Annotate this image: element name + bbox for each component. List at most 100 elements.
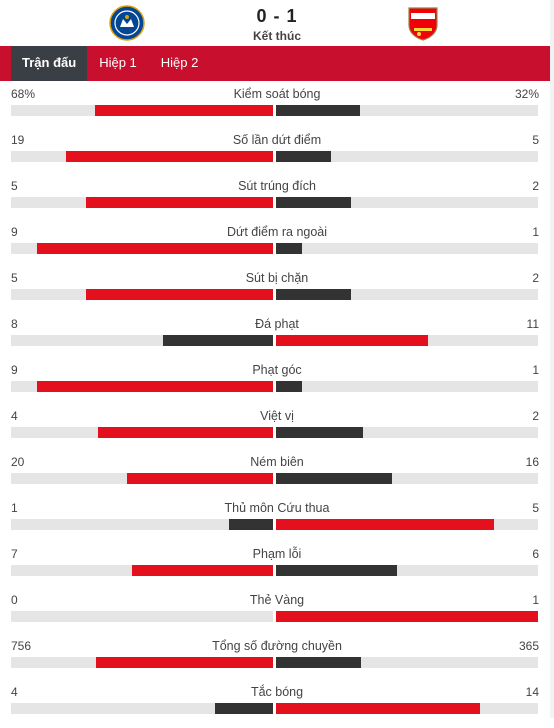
stat-name: Thủ môn Cứu thua	[224, 501, 330, 515]
home-stat-value: 5	[11, 179, 18, 193]
away-stat-track	[276, 611, 538, 622]
tab-first-half[interactable]: Hiệp 1	[99, 55, 137, 70]
away-stat-value: 2	[532, 179, 539, 193]
away-stat-bar	[276, 427, 364, 438]
away-stat-bar	[276, 335, 428, 346]
stat-name: Ném biên	[250, 455, 304, 469]
tab-second-half[interactable]: Hiệp 2	[160, 55, 199, 70]
stat-name: Sút trúng đích	[238, 179, 316, 193]
home-stat-track	[11, 243, 273, 254]
match-header: 0 - 1 Kết thúc	[0, 0, 554, 46]
home-stat-bar	[229, 519, 273, 530]
home-stat-value: 9	[11, 225, 18, 239]
away-stat-value: 1	[532, 225, 539, 239]
home-stat-track	[11, 335, 273, 346]
stat-row: 8 Đá phạt 11	[0, 314, 554, 360]
away-stat-bar	[276, 151, 331, 162]
home-stat-value: 8	[11, 317, 18, 331]
home-stat-value: 9	[11, 363, 18, 377]
stat-row: 756 Tổng số đường chuyền 365	[0, 636, 554, 682]
stat-name: Kiểm soát bóng	[233, 87, 321, 101]
stat-row: 5 Sút bị chặn 2	[0, 268, 554, 314]
stat-name: Việt vị	[260, 409, 294, 423]
away-stat-bar	[276, 565, 397, 576]
stat-row: 19 Số lần dứt điểm 5	[0, 130, 554, 176]
away-stat-track	[276, 105, 538, 116]
stat-row: 9 Dứt điểm ra ngoài 1	[0, 222, 554, 268]
home-stat-bar	[214, 703, 273, 714]
away-stat-track	[276, 335, 538, 346]
away-stat-value: 6	[532, 547, 539, 561]
stat-name: Dứt điểm ra ngoài	[226, 225, 328, 239]
home-stat-track	[11, 473, 273, 484]
away-stat-bar	[276, 519, 495, 530]
stat-name: Sút bị chặn	[245, 271, 309, 285]
stat-row: 0 Thẻ Vàng 1	[0, 590, 554, 636]
home-stat-track	[11, 151, 273, 162]
away-stat-track	[276, 243, 538, 254]
home-stat-value: 19	[11, 133, 25, 147]
home-stat-value: 4	[11, 685, 18, 699]
home-stat-value: 20	[11, 455, 25, 469]
away-stat-value: 11	[526, 317, 539, 331]
stat-row: 1 Thủ môn Cứu thua 5	[0, 498, 554, 544]
home-stat-track	[11, 427, 273, 438]
home-stat-track	[11, 381, 273, 392]
home-stat-bar	[94, 105, 273, 116]
stat-row: 5 Sút trúng đích 2	[0, 176, 554, 222]
stat-name: Số lần dứt điểm	[232, 133, 322, 147]
away-stat-bar	[276, 243, 303, 254]
away-stat-track	[276, 381, 538, 392]
stat-row: 9 Phạt góc 1	[0, 360, 554, 406]
period-tabs: Trận đấu Hiệp 1 Hiệp 2	[0, 46, 550, 81]
away-stat-track	[276, 151, 538, 162]
away-stat-value: 2	[532, 409, 539, 423]
home-stat-value: 7	[11, 547, 18, 561]
home-stat-value: 4	[11, 409, 18, 423]
away-stat-value: 14	[525, 685, 539, 699]
stat-name: Phạt góc	[252, 363, 302, 377]
chelsea-crest-icon	[109, 5, 145, 41]
home-stat-value: 1	[11, 501, 18, 515]
stat-row: 68% Kiểm soát bóng 32%	[0, 84, 554, 130]
home-stat-track	[11, 197, 273, 208]
away-stat-track	[276, 703, 538, 714]
away-stat-bar	[276, 473, 393, 484]
away-stat-value: 1	[532, 363, 539, 377]
stat-name: Tắc bóng	[250, 685, 304, 699]
stat-row: 7 Phạm lỗi 6	[0, 544, 554, 590]
home-stat-bar	[37, 243, 273, 254]
away-stat-value: 16	[525, 455, 539, 469]
stat-name: Đá phạt	[255, 317, 299, 331]
home-stat-value: 0	[11, 593, 18, 607]
home-stat-track	[11, 565, 273, 576]
home-stat-track	[11, 611, 273, 622]
home-stat-bar	[85, 197, 273, 208]
home-stat-bar	[37, 381, 273, 392]
home-stat-value: 5	[11, 271, 18, 285]
stat-name: Thẻ Vàng	[249, 593, 305, 607]
home-stat-bar	[127, 473, 273, 484]
home-stat-bar	[162, 335, 273, 346]
home-stat-track	[11, 105, 273, 116]
away-stat-value: 1	[532, 593, 539, 607]
scrollbar[interactable]	[550, 0, 554, 718]
away-stat-bar	[276, 611, 538, 622]
away-stat-value: 5	[532, 501, 539, 515]
home-stat-bar	[65, 151, 273, 162]
away-stat-value: 2	[532, 271, 539, 285]
home-stat-bar	[131, 565, 273, 576]
home-stat-bar	[85, 289, 273, 300]
tab-match[interactable]: Trận đấu	[11, 46, 88, 81]
home-stat-track	[11, 289, 273, 300]
away-stat-track	[276, 657, 538, 668]
away-stat-track	[276, 427, 538, 438]
home-stat-bar	[98, 427, 273, 438]
away-stat-bar	[276, 105, 360, 116]
away-stat-value: 32%	[514, 87, 539, 101]
away-stat-track	[276, 519, 538, 530]
away-stat-bar	[276, 703, 480, 714]
home-stat-value: 68%	[11, 87, 36, 101]
away-stat-value: 5	[532, 133, 539, 147]
stat-row: 20 Ném biên 16	[0, 452, 554, 498]
